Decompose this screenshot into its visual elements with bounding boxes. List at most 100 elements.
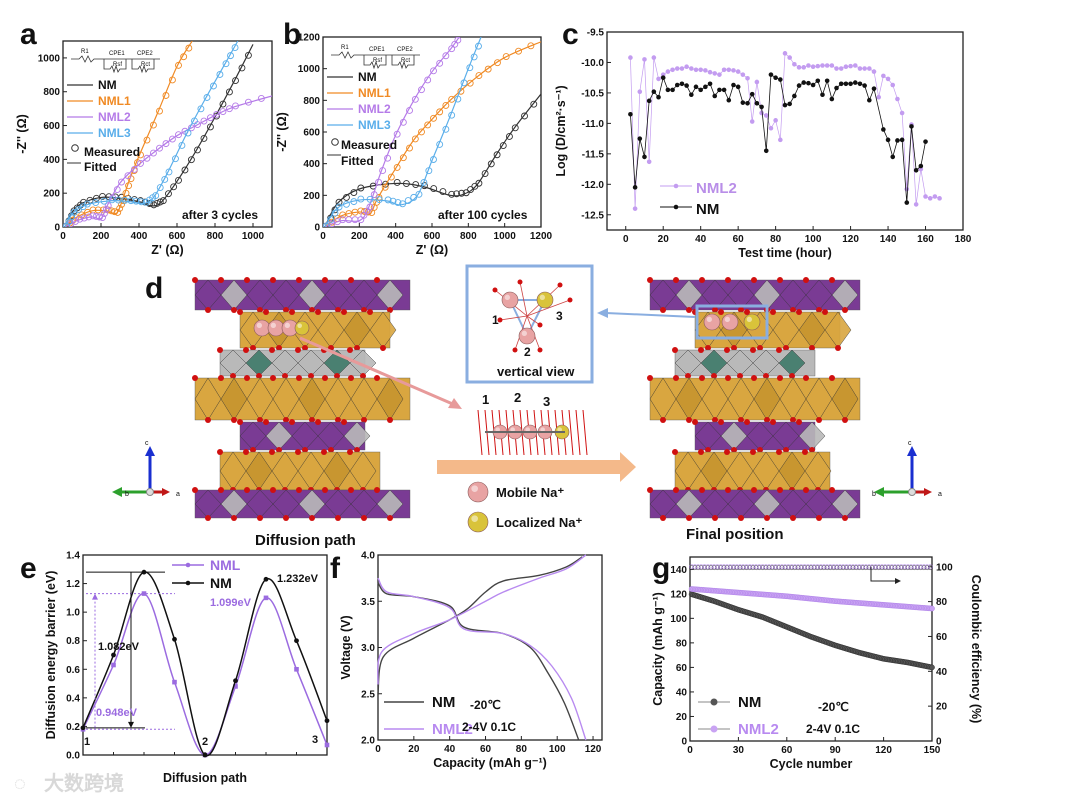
data-point-NM [735,84,741,90]
data-point-NML2 [810,64,816,70]
y-tick-label: -12.0 [581,180,604,191]
circuit-label: CPE2 [137,51,153,57]
measured-point-NML1 [168,76,176,84]
measured-point-NM [412,181,420,189]
measured-point-NML1 [475,72,483,80]
data-point-NM [745,100,750,106]
data-point-NML2 [656,76,661,82]
x-tick-label: 180 [955,234,972,245]
fitted-line-NML3 [324,37,482,227]
y-tick-label: 400 [43,155,60,166]
data-point-NM [628,111,633,117]
ce-point-NML2 [911,564,917,570]
y-tick-label: 1.0 [66,608,80,619]
ce-point-NML2 [856,564,862,570]
legend-label-NML2: NML2 [358,102,391,116]
ce-point-NML2 [711,564,717,570]
ce-point-NML2 [879,564,885,570]
highlight-box [695,304,769,340]
charge-curve-NML2 [377,554,587,685]
measured-point-NML1 [387,173,395,181]
capacity-point-NM [929,664,935,671]
mobile-na-atom [501,291,519,309]
ce-point-NML2 [834,564,840,570]
y2-tick-label: 20 [936,702,948,713]
ce-point-NML2 [895,564,901,570]
data-point-NM [852,80,858,85]
ce-point-NML2 [811,564,817,570]
data-point-NM [707,81,713,87]
y-tick-label: 400 [303,159,320,170]
f-condition-temp: -20℃ [470,698,501,712]
measured-point-NML3 [342,200,350,208]
measured-point-NML1 [122,189,130,197]
ce-point-NML2 [731,564,737,570]
measured-point-NML1 [114,209,122,216]
measured-point-NML3 [394,199,402,207]
measured-point-NM [350,189,358,197]
mobile-na-atom [703,313,721,331]
measured-point-NM [170,183,178,191]
ce-point-NML2 [918,564,924,570]
measured-point-NML1 [99,206,107,214]
measured-point-NML2 [102,206,110,213]
nml-barrier-2: 1.099eV [210,597,252,609]
y-tick-label: 200 [43,189,60,200]
ce-point-NML2 [853,564,859,570]
x-tick-label: 1000 [494,231,517,242]
data-point-NML [294,666,299,672]
data-point-NML2 [852,63,858,68]
octahedral-layer-left [217,347,377,379]
ce-point-NML2 [695,564,701,570]
x-tick-label: 60 [781,745,793,756]
site-label-1: 1 [84,736,90,748]
measured-point-NML2 [104,202,112,210]
data-point-NM [857,81,863,87]
y-tick-label: 2.0 [361,736,375,747]
measured-point-NM [159,197,167,205]
data-point-NML2 [857,66,863,71]
measured-point-NML1 [94,206,102,214]
ce-point-NML2 [924,564,930,570]
ce-point-NML2 [821,564,827,570]
measured-point-NML3 [165,168,173,176]
mobile-na-atom [253,319,271,337]
ce-point-NML2 [705,564,711,570]
y-axis-label: Capacity (mAh g⁻¹) [651,592,665,706]
x-tick-label: 0 [375,744,381,755]
measured-point-NML3 [108,196,116,204]
measured-point-NM [187,156,195,164]
data-point-NML2 [754,79,760,85]
ce-point-NML2 [847,564,853,570]
vertical-view-inset [465,264,594,384]
data-point-NML2 [689,66,694,71]
ce-point-NML2 [844,564,849,570]
plot-frame-g [689,556,933,742]
ce-point-NML2 [702,564,707,570]
data-point-NM [871,86,877,91]
prism-layer-left [217,449,381,493]
y-axis-label: Log (D/cm²·s⁻¹) [554,85,568,176]
data-point-NML2 [932,194,938,199]
measured-point-NML1 [406,144,413,152]
measured-point-NML3 [420,179,428,186]
ce-point-NML2 [863,564,869,570]
ce-point-NML2 [721,564,727,570]
measured-point-NM [225,88,233,96]
measured-point-NML1 [185,44,193,52]
data-point-NM [815,78,821,84]
data-point-NM [642,154,647,160]
measured-point-NML3 [475,42,482,50]
data-point-NML2 [881,73,886,79]
data-point-NM [904,200,910,205]
ce-point-NML2 [824,564,830,570]
ce-point-NML2 [860,564,866,570]
data-point-NML2 [820,63,825,68]
data-point-NM [899,137,905,143]
ce-point-NML2 [718,564,724,570]
measured-point-NML1 [436,108,444,116]
data-point-NML2 [829,63,835,68]
data-point-NML2 [693,67,699,73]
measured-point-NML2 [213,110,220,118]
y-tick-label: 40 [676,687,688,698]
